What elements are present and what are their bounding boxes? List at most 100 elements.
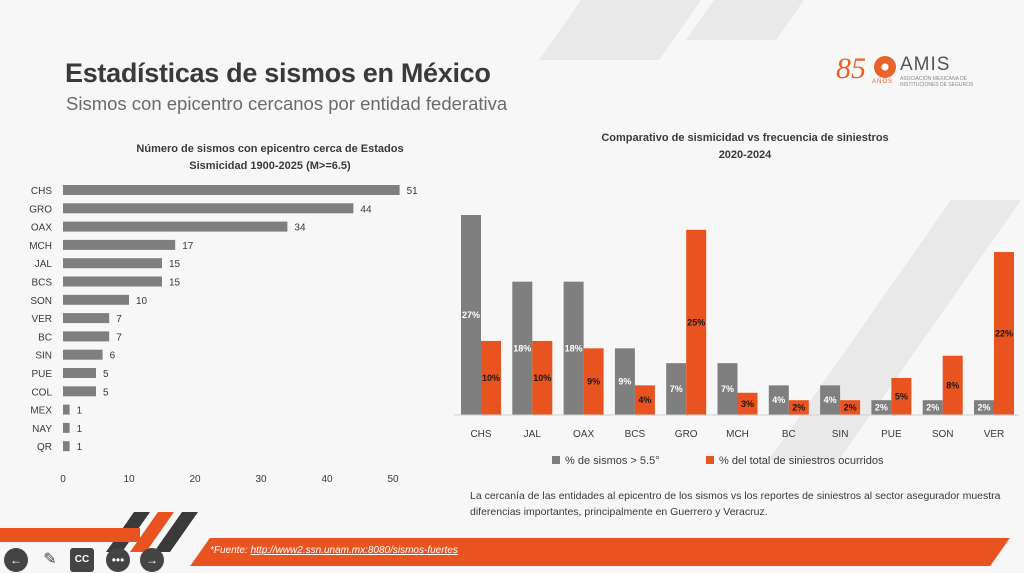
data-label: 34 [294,223,306,234]
data-label: 7 [116,314,122,325]
more-icon[interactable]: ••• [106,548,130,572]
data-label: 15 [169,259,181,270]
tick-label: 50 [387,474,399,485]
data-label: 2% [875,403,888,413]
category-label: SIN [832,429,849,440]
data-label: 1 [77,442,83,453]
data-label: 10% [533,373,551,383]
category-label: SIN [35,351,52,362]
data-label: 2% [844,403,857,413]
data-label: 1 [77,424,83,435]
bar-siniestros [686,229,707,415]
category-label: BCS [625,429,646,440]
category-label: MCH [726,429,749,440]
data-label: 18% [513,343,531,353]
cc-icon[interactable]: CC [70,548,94,572]
grouped-bar-chart: 27% 10% CHS 18% 10% JAL 18% 9% OAX 9% 4% BCS 7% 25% GR… [454,215,1019,467]
data-label: 3% [741,399,754,409]
bar-siniestros [788,400,809,415]
data-label: 5% [895,391,908,401]
data-label: 2% [792,403,805,413]
data-label: 25% [687,317,705,327]
data-label: 15 [169,278,181,289]
data-label: 6 [110,351,116,362]
bar-sismos [871,400,892,415]
logo-anios-text: AÑOS [872,79,894,85]
data-label: 7% [721,384,734,394]
tick-label: 40 [321,474,333,485]
data-label: 4% [638,395,651,405]
category-label: JAL [524,429,542,440]
category-label: JAL [35,259,53,270]
bar-siniestros [634,385,655,415]
data-label: 9% [618,377,631,387]
data-label: 10 [136,296,148,307]
bar-sismos [512,281,533,415]
chart-note: La cercanía de las entidades al epicentr… [470,490,1001,518]
logo-name: AMIS [900,54,951,75]
category-label: BC [38,332,52,343]
source-prefix: *Fuente: [210,545,251,556]
page-subtitle: Sismos con epicentro cercanos por entida… [66,93,508,114]
bar-sismos [666,363,687,415]
forward-icon[interactable]: → [140,548,164,572]
left-chart-title: Número de sismos con epicentro cerca de … [100,141,440,175]
category-label: QR [37,442,52,453]
category-label: VER [984,429,1005,440]
data-label: 22% [995,329,1013,339]
source-text: *Fuente: http://www2.ssn.unam.mx:8080/si… [210,545,458,556]
data-label: 51 [407,186,419,197]
bar [63,331,110,342]
data-label: 9% [587,377,600,387]
background-decoration [538,0,702,60]
right-chart-title: Comparativo de sismicidad vs frecuencia … [560,130,930,164]
data-label: 1 [77,406,83,417]
category-label: VER [31,314,52,325]
bar [63,239,176,250]
legend-swatch-sismos [552,456,560,464]
category-label: MEX [30,406,52,417]
left-chart-title-line1: Número de sismos con epicentro cerca de … [136,143,404,155]
category-label: MCH [29,241,52,252]
source-link[interactable]: http://www2.ssn.unam.mx:8080/sismos-fuer… [250,545,458,556]
logo-tagline: ASOCIACIÓN MEXICANA DE INSTITUCIONES DE … [900,76,974,88]
data-label: 8% [946,380,959,390]
category-label: PUE [31,369,52,380]
category-label: NAY [32,424,52,435]
category-label: OAX [31,223,52,234]
bar-siniestros [994,252,1014,415]
legend-swatch-siniestros [706,456,714,464]
data-label: 4% [824,395,837,405]
bar [63,422,70,433]
left-chart-title-line2: Sismicidad 1900-2025 (M>=6.5) [189,160,351,172]
page-title: Estadísticas de sismos en México [65,58,491,88]
category-label: CHS [31,186,52,197]
decor-stripe [0,528,140,542]
category-label: GRO [675,429,698,440]
bar [63,404,70,415]
legend-label: % del total de siniestros ocurridos [719,455,884,467]
data-label: 7 [116,332,122,343]
flower-icon [874,56,896,78]
bar [63,185,400,195]
data-label: 7% [670,384,683,394]
logo-anniversary-number: 85 [836,52,866,85]
pen-icon[interactable]: ✎ [43,551,57,568]
back-icon[interactable]: ← [4,548,28,572]
bar-sismos [768,385,789,415]
category-label: PUE [881,429,902,440]
bar [63,368,96,378]
bar-siniestros [737,392,758,415]
data-label: 2% [926,403,939,413]
bar [63,441,70,452]
right-chart-title-line2: 2020-2024 [718,149,772,161]
data-label: 10% [482,373,500,383]
data-label: 5 [103,369,109,380]
bar [63,313,110,324]
data-label: 27% [462,310,480,320]
bar-siniestros [532,340,553,415]
category-label: BCS [31,278,52,289]
category-label: SON [30,296,52,307]
